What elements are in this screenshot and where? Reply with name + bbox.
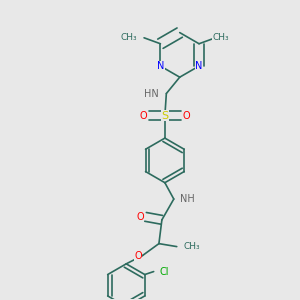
Text: O: O	[136, 212, 144, 222]
Text: CH₃: CH₃	[183, 242, 200, 251]
Text: CH₃: CH₃	[121, 33, 137, 42]
Text: O: O	[140, 111, 147, 121]
Text: O: O	[134, 250, 142, 260]
Text: S: S	[161, 111, 168, 121]
Text: HN: HN	[144, 88, 159, 98]
Text: O: O	[183, 111, 190, 121]
Text: N: N	[157, 61, 164, 71]
Text: NH: NH	[180, 194, 195, 204]
Text: N: N	[195, 61, 203, 71]
Text: CH₃: CH₃	[212, 33, 229, 42]
Text: Cl: Cl	[160, 267, 169, 277]
